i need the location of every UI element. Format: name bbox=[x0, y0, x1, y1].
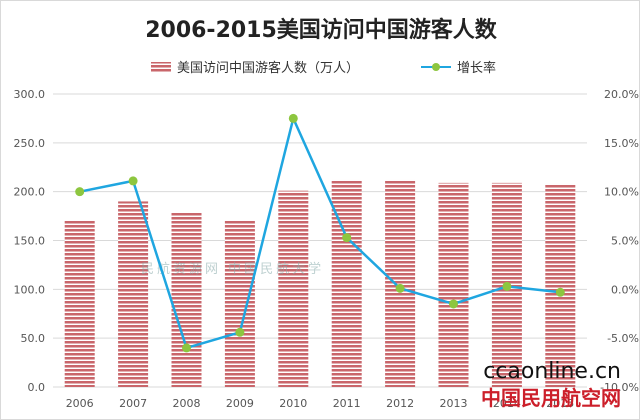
bar bbox=[438, 182, 469, 387]
y-right-tick-label: -5.0% bbox=[607, 332, 639, 345]
x-tick-label: 2015 bbox=[546, 397, 574, 410]
growth-rate-point bbox=[235, 327, 245, 337]
bar bbox=[64, 219, 95, 387]
site-name: 中国民用航空网 bbox=[481, 386, 621, 410]
growth-rate-point bbox=[128, 176, 138, 186]
y-left-tick-label: 0.0 bbox=[28, 381, 46, 394]
site-domain: ccaonline.cn bbox=[483, 359, 621, 384]
line-series bbox=[75, 113, 565, 353]
x-tick-label: 2010 bbox=[279, 397, 307, 410]
y-left-tick-label: 300.0 bbox=[14, 88, 46, 101]
legend-swatch-bars bbox=[151, 62, 171, 73]
bar bbox=[118, 201, 149, 387]
y-axis-left: 0.0 50.0 100.0 150.0 200.0 250.0 300.0 bbox=[14, 88, 46, 394]
growth-rate-point bbox=[288, 113, 298, 123]
x-tick-label: 2014 bbox=[493, 397, 521, 410]
y-axis-right: -10.0% -5.0% 0.0% 5.0% 10.0% 15.0% 20.0% bbox=[600, 88, 639, 394]
y-left-tick-label: 200.0 bbox=[14, 186, 46, 199]
bar bbox=[545, 183, 576, 387]
y-left-tick-label: 50.0 bbox=[21, 332, 46, 345]
legend-label-bars: 美国访问中国游客人数（万人） bbox=[177, 60, 359, 76]
x-tick-label: 2009 bbox=[226, 397, 254, 410]
y-left-tick-label: 250.0 bbox=[14, 137, 46, 150]
legend-marker-line bbox=[432, 63, 440, 71]
y-left-tick-label: 100.0 bbox=[14, 283, 46, 296]
bar-series bbox=[64, 179, 576, 387]
y-right-tick-label: 5.0% bbox=[611, 235, 639, 248]
bar bbox=[385, 179, 416, 387]
y-right-tick-label: 20.0% bbox=[604, 88, 639, 101]
bar bbox=[224, 219, 255, 387]
x-tick-label: 2011 bbox=[333, 397, 361, 410]
x-tick-label: 2007 bbox=[119, 397, 147, 410]
x-tick-label: 2012 bbox=[386, 397, 414, 410]
y-right-tick-label: 10.0% bbox=[604, 186, 639, 199]
bar bbox=[278, 190, 309, 387]
growth-rate-line bbox=[79, 117, 561, 350]
growth-rate-point bbox=[502, 281, 512, 291]
legend-label-line: 增长率 bbox=[457, 60, 496, 76]
y-left-tick-label: 150.0 bbox=[14, 235, 46, 248]
growth-rate-point bbox=[182, 343, 191, 353]
watermark: 民航资源网 中国民航大学 bbox=[141, 261, 324, 277]
x-tick-label: 2008 bbox=[173, 397, 201, 410]
bar bbox=[171, 212, 202, 387]
y-right-tick-label: -10.0% bbox=[600, 381, 639, 394]
chart-title: 2006-2015美国访问中国游客人数 bbox=[145, 17, 498, 43]
y-right-tick-label: 0.0% bbox=[611, 283, 639, 296]
y-right-tick-label: 15.0% bbox=[604, 137, 639, 150]
x-tick-label: 2013 bbox=[440, 397, 468, 410]
growth-rate-point bbox=[449, 299, 458, 309]
x-tick-label: 2006 bbox=[66, 397, 94, 410]
legend: 美国访问中国游客人数（万人） 增长率 bbox=[151, 60, 496, 76]
x-axis: 2006 2007 2008 2009 2010 2011 2012 2013 2014 2015 bbox=[66, 397, 575, 410]
growth-rate-point bbox=[395, 283, 405, 293]
bar bbox=[331, 179, 362, 387]
growth-rate-point bbox=[555, 287, 565, 297]
growth-rate-point bbox=[75, 187, 85, 197]
growth-rate-point bbox=[342, 233, 352, 243]
